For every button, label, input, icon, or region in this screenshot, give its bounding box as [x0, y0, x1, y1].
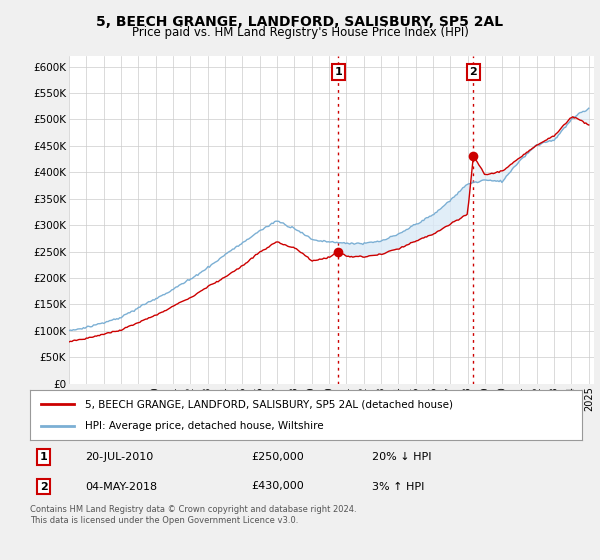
Text: Contains HM Land Registry data © Crown copyright and database right 2024.
This d: Contains HM Land Registry data © Crown c… — [30, 505, 356, 525]
Text: 5, BEECH GRANGE, LANDFORD, SALISBURY, SP5 2AL (detached house): 5, BEECH GRANGE, LANDFORD, SALISBURY, SP… — [85, 399, 453, 409]
Text: 2: 2 — [40, 482, 47, 492]
Text: 2: 2 — [470, 67, 477, 77]
Text: 04-MAY-2018: 04-MAY-2018 — [85, 482, 157, 492]
Text: HPI: Average price, detached house, Wiltshire: HPI: Average price, detached house, Wilt… — [85, 421, 324, 431]
Text: £250,000: £250,000 — [251, 452, 304, 462]
Text: 5, BEECH GRANGE, LANDFORD, SALISBURY, SP5 2AL: 5, BEECH GRANGE, LANDFORD, SALISBURY, SP… — [97, 15, 503, 29]
Text: 3% ↑ HPI: 3% ↑ HPI — [372, 482, 425, 492]
Text: 1: 1 — [335, 67, 343, 77]
Text: 20% ↓ HPI: 20% ↓ HPI — [372, 452, 432, 462]
Text: 1: 1 — [40, 452, 47, 462]
Text: Price paid vs. HM Land Registry's House Price Index (HPI): Price paid vs. HM Land Registry's House … — [131, 26, 469, 39]
Text: 20-JUL-2010: 20-JUL-2010 — [85, 452, 154, 462]
Text: £430,000: £430,000 — [251, 482, 304, 492]
